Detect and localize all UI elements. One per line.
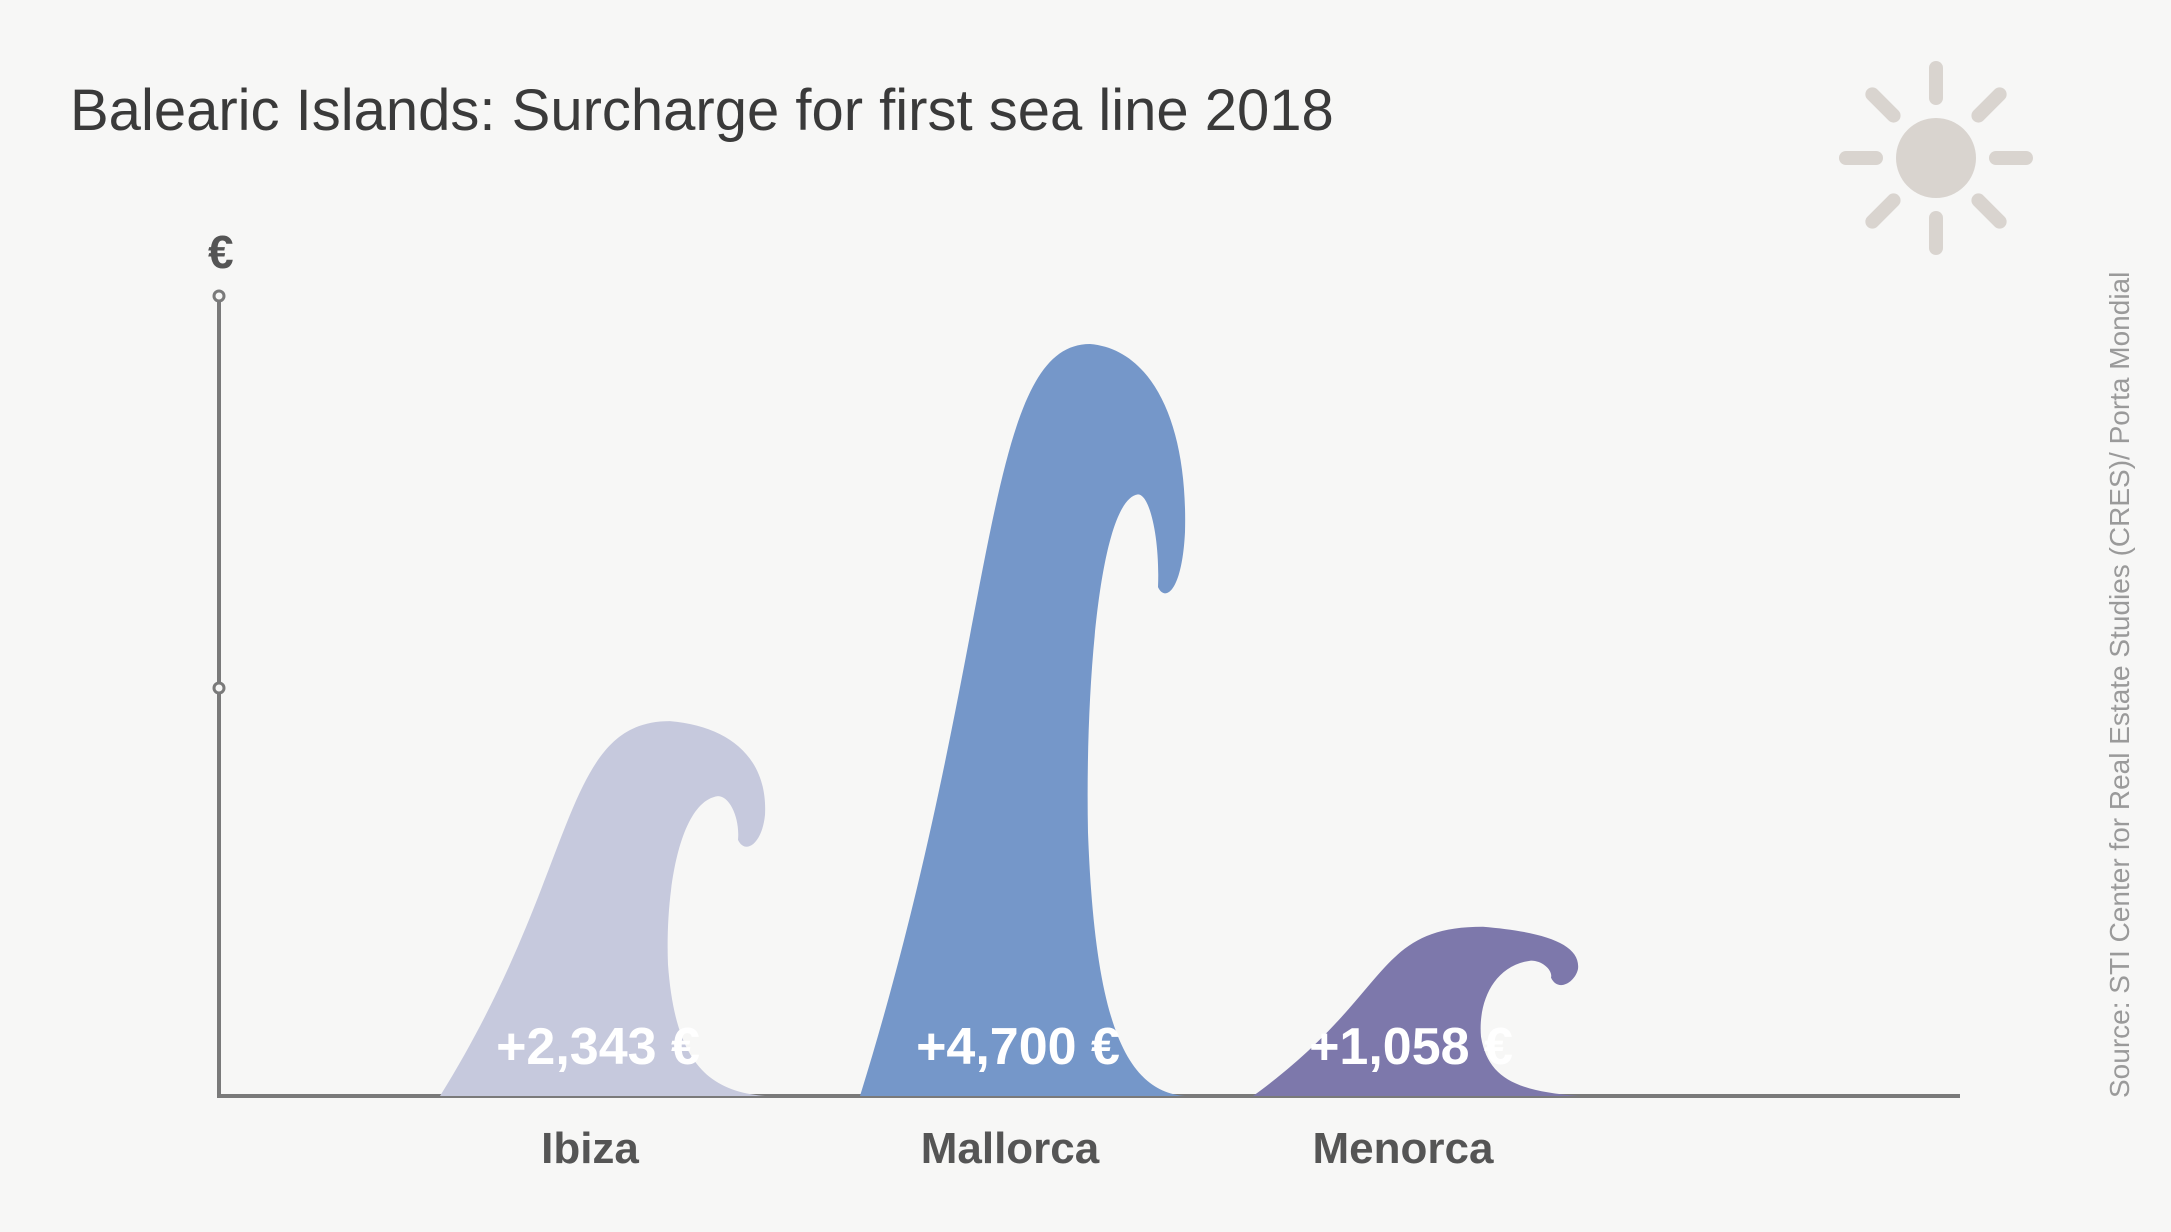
wave-bar-menorca	[1253, 926, 1579, 1096]
source-note: Source: STI Center for Real Estate Studi…	[2104, 272, 2135, 1098]
sun-ray	[1971, 193, 2007, 229]
wave-bar-ibiza	[440, 721, 766, 1096]
y-axis-top-marker	[212, 289, 226, 303]
y-axis-mid-marker	[212, 681, 226, 695]
value-label-menorca: +1,058 €	[1309, 1018, 1513, 1076]
category-label-menorca: Menorca	[1313, 1124, 1494, 1173]
category-label-mallorca: Mallorca	[921, 1124, 1100, 1173]
value-label-mallorca: +4,700 €	[916, 1018, 1120, 1076]
sun-ray	[1865, 87, 1901, 123]
wave-bar-mallorca	[860, 344, 1186, 1096]
wave-bars: +2,343 € Ibiza +4,700 € Mallorca +1,058 € Men…	[440, 344, 1579, 1173]
value-label-ibiza: +2,343 €	[496, 1018, 700, 1076]
category-label-ibiza: Ibiza	[541, 1124, 639, 1173]
sun-ray	[1971, 87, 2007, 123]
chart-title: Balearic Islands: Surcharge for first se…	[70, 78, 1334, 143]
y-axis-unit-label: €	[208, 226, 234, 278]
sun-disc	[1896, 118, 1976, 198]
sun-icon	[1839, 61, 2033, 255]
sun-ray	[1865, 193, 1901, 229]
